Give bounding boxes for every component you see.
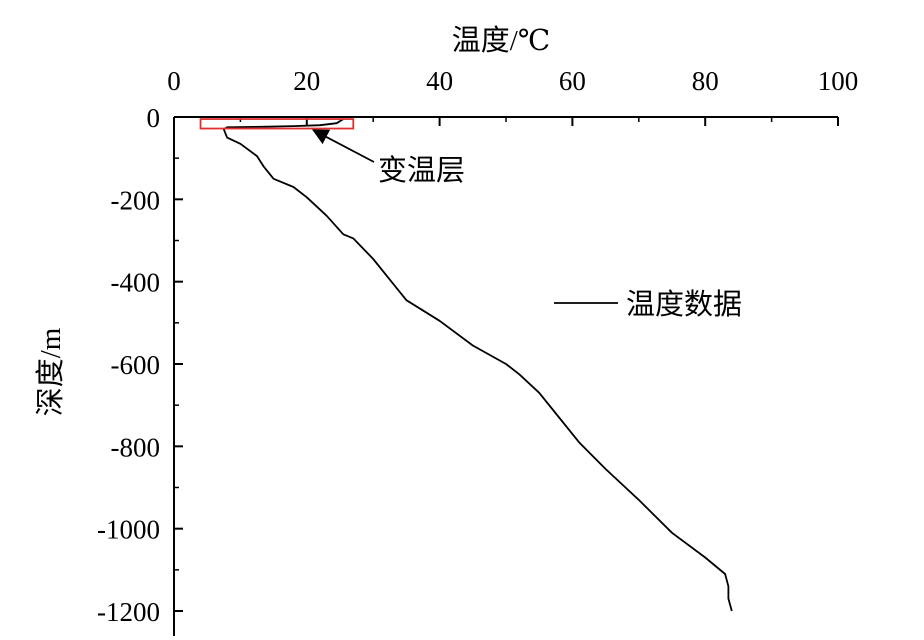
annotation-box bbox=[199, 118, 355, 130]
annotation-arrow bbox=[312, 129, 375, 163]
y-tick-label: -800 bbox=[111, 432, 161, 462]
x-tick-label: 40 bbox=[426, 66, 453, 96]
y-tick-label: -1200 bbox=[97, 597, 160, 627]
axes bbox=[173, 116, 838, 636]
y-tick-label: -200 bbox=[111, 185, 161, 215]
y-tick-label: -1000 bbox=[97, 515, 160, 545]
ticks: 0 20 40 60 80 100 0 -200 -400 -600 -800 -1000 -1200 bbox=[97, 66, 858, 627]
series bbox=[222, 118, 733, 612]
series-line bbox=[222, 118, 733, 612]
y-tick-label: 0 bbox=[147, 103, 161, 133]
y-tick-label: -400 bbox=[111, 268, 161, 298]
x-tick-label: 0 bbox=[167, 66, 181, 96]
x-tick-label: 80 bbox=[692, 66, 719, 96]
annotations: 变温层 bbox=[199, 118, 465, 187]
x-tick-label: 60 bbox=[559, 66, 586, 96]
legend-label: 温度数据 bbox=[626, 288, 742, 321]
x-tick-label: 20 bbox=[293, 66, 320, 96]
x-axis-title: 温度/℃ bbox=[452, 24, 551, 57]
y-tick-label: -600 bbox=[111, 350, 161, 380]
x-tick-label: 100 bbox=[818, 66, 859, 96]
y-axis-title: 深度/m bbox=[34, 327, 67, 416]
legend: 温度数据 bbox=[554, 288, 742, 321]
annotation-label: 变温层 bbox=[378, 154, 465, 187]
